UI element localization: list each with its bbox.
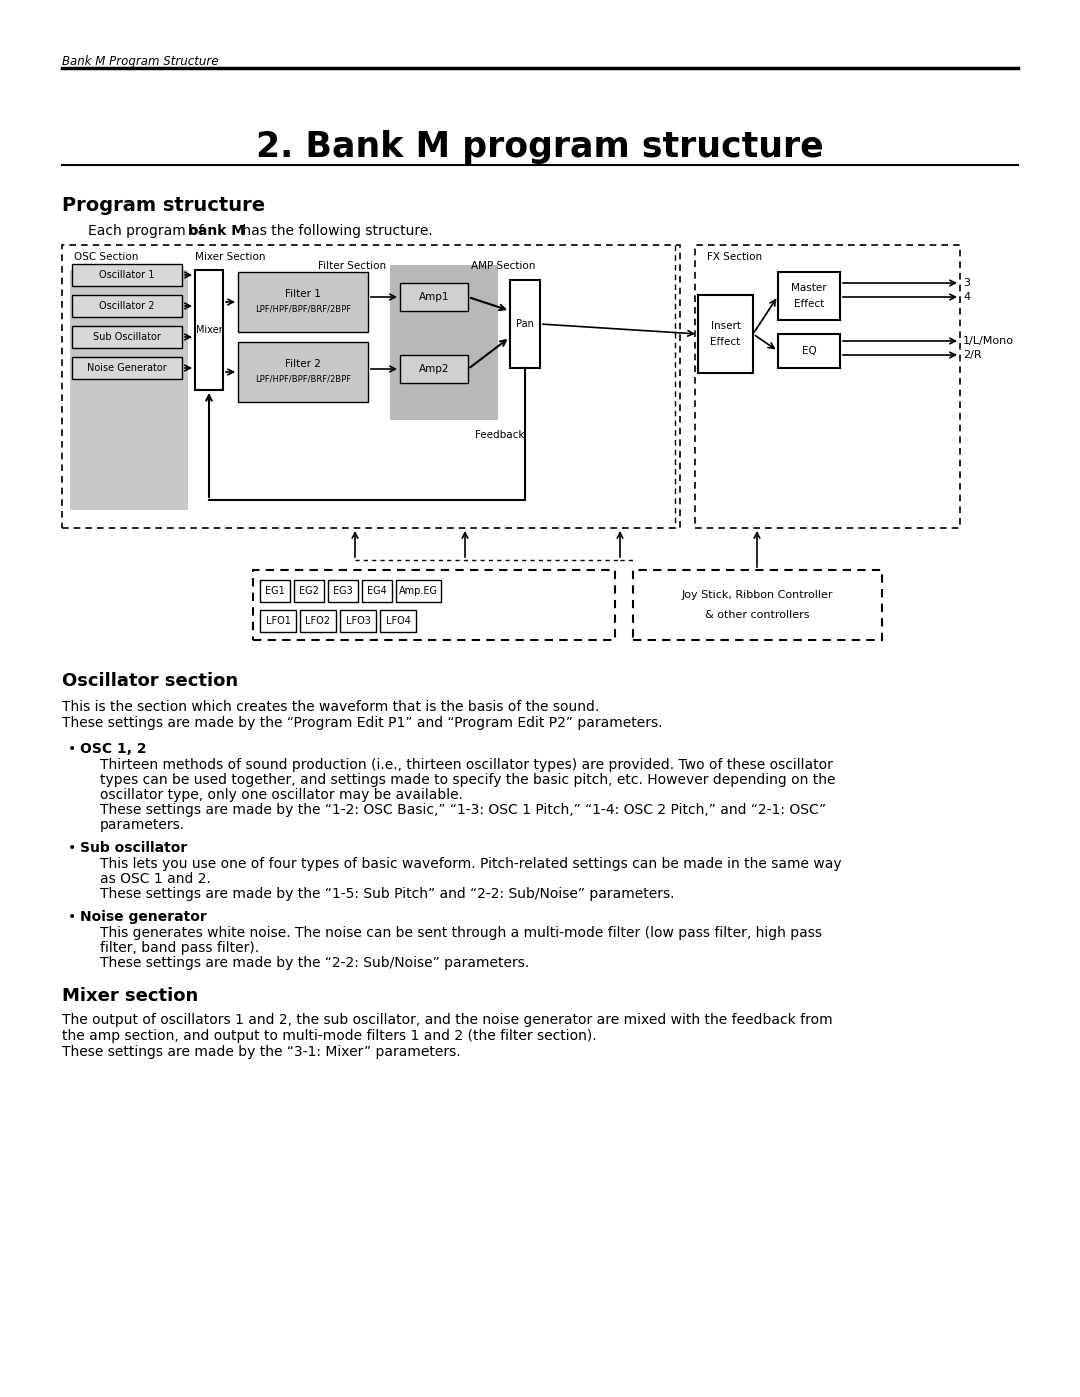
Text: Sub oscillator: Sub oscillator [80,841,187,855]
Text: filter, band pass filter).: filter, band pass filter). [100,942,259,956]
Text: These settings are made by the “2-2: Sub/Noise” parameters.: These settings are made by the “2-2: Sub… [100,956,529,970]
Text: Joy Stick, Ribbon Controller: Joy Stick, Ribbon Controller [681,590,834,599]
Text: Mixer section: Mixer section [62,988,199,1004]
Text: AMP Section: AMP Section [471,261,536,271]
Bar [72,358,183,379]
Text: Thirteen methods of sound production (i.e., thirteen oscillator types) are provi: Thirteen methods of sound production (i.… [100,759,833,773]
Text: oscillator type, only one oscillator may be available.: oscillator type, only one oscillator may… [100,788,463,802]
Bar [698,295,753,373]
Text: Noise generator: Noise generator [80,909,206,923]
Text: These settings are made by the “Program Edit P1” and “Program Edit P2” parameter: These settings are made by the “Program … [62,717,662,731]
Text: Amp.EG: Amp.EG [399,585,438,597]
Text: the amp section, and output to multi-mode filters 1 and 2 (the filter section).: the amp section, and output to multi-mod… [62,1030,596,1044]
Text: Mixer Section: Mixer Section [195,251,266,263]
Text: 2. Bank M program structure: 2. Bank M program structure [256,130,824,163]
Text: Bank M Program Structure: Bank M Program Structure [62,54,218,68]
Text: These settings are made by the “3-1: Mixer” parameters.: These settings are made by the “3-1: Mix… [62,1045,461,1059]
Text: OSC Section: OSC Section [75,251,138,263]
Bar [238,342,368,402]
Bar [396,580,441,602]
Text: Oscillator 2: Oscillator 2 [99,300,154,312]
Text: Each program of: Each program of [87,224,208,237]
Bar [390,265,498,420]
Bar [510,279,540,367]
Text: EG2: EG2 [299,585,319,597]
Text: Program structure: Program structure [62,196,265,215]
Bar [72,326,183,348]
Text: Noise Generator: Noise Generator [87,363,167,373]
Bar [195,270,222,390]
Bar [328,580,357,602]
Bar [253,570,615,640]
Bar [300,610,336,631]
Text: Filter Section: Filter Section [318,261,386,271]
Text: LFO4: LFO4 [386,616,410,626]
Text: Oscillator section: Oscillator section [62,672,238,690]
Bar [260,580,291,602]
Text: LPF/HPF/BPF/BRF/2BPF: LPF/HPF/BPF/BRF/2BPF [255,374,351,384]
Text: LFO1: LFO1 [266,616,291,626]
Bar [62,244,680,528]
Text: EQ: EQ [801,346,816,356]
Text: parameters.: parameters. [100,819,185,833]
Text: This is the section which creates the waveform that is the basis of the sound.: This is the section which creates the wa… [62,700,599,714]
Text: These settings are made by the “1-5: Sub Pitch” and “2-2: Sub/Noise” parameters.: These settings are made by the “1-5: Sub… [100,887,675,901]
Bar [380,610,416,631]
Text: Effect: Effect [711,337,741,346]
Bar [400,355,468,383]
Text: The output of oscillators 1 and 2, the sub oscillator, and the noise generator a: The output of oscillators 1 and 2, the s… [62,1013,833,1027]
Text: & other controllers: & other controllers [705,610,810,620]
Text: types can be used together, and settings made to specify the basic pitch, etc. H: types can be used together, and settings… [100,773,836,787]
Text: LFO3: LFO3 [346,616,370,626]
Text: Amp2: Amp2 [419,365,449,374]
Text: EG1: EG1 [265,585,285,597]
Text: Mixer: Mixer [195,326,222,335]
Bar [778,334,840,367]
Bar [633,570,882,640]
Text: OSC 1, 2: OSC 1, 2 [80,742,147,756]
Text: LPF/HPF/BPF/BRF/2BPF: LPF/HPF/BPF/BRF/2BPF [255,305,351,313]
Text: Sub Oscillator: Sub Oscillator [93,332,161,342]
Bar [362,580,392,602]
Text: •: • [68,841,77,855]
Bar [778,272,840,320]
Bar [72,295,183,317]
Text: Amp1: Amp1 [419,292,449,302]
Text: Filter 2: Filter 2 [285,359,321,369]
Text: bank M: bank M [188,224,245,237]
Bar [400,284,468,312]
Text: Pan: Pan [516,319,534,330]
Bar [696,244,960,528]
Bar [340,610,376,631]
Text: Filter 1: Filter 1 [285,289,321,299]
Text: Insert: Insert [711,321,741,331]
Text: Feedback: Feedback [475,430,525,440]
Bar [72,264,183,286]
Text: •: • [68,742,77,756]
Text: •: • [68,909,77,923]
Text: These settings are made by the “1-2: OSC Basic,” “1-3: OSC 1 Pitch,” “1-4: OSC 2: These settings are made by the “1-2: OSC… [100,803,826,817]
Text: LFO2: LFO2 [306,616,330,626]
Bar [238,272,368,332]
Text: EG3: EG3 [333,585,353,597]
Text: 3: 3 [963,278,970,288]
Text: FX Section: FX Section [707,251,762,263]
Text: EG4: EG4 [367,585,387,597]
Text: This lets you use one of four types of basic waveform. Pitch-related settings ca: This lets you use one of four types of b… [100,856,841,870]
Text: Oscillator 1: Oscillator 1 [99,270,154,279]
Text: 1/L/Mono: 1/L/Mono [963,337,1014,346]
Text: This generates white noise. The noise can be sent through a multi-mode filter (l: This generates white noise. The noise ca… [100,926,822,940]
Bar [294,580,324,602]
Bar [260,610,296,631]
Text: Effect: Effect [794,299,824,309]
Text: 4: 4 [963,292,970,302]
Text: has the following structure.: has the following structure. [238,224,433,237]
Text: as OSC 1 and 2.: as OSC 1 and 2. [100,872,211,886]
Text: 2/R: 2/R [963,351,982,360]
Text: Master: Master [792,284,827,293]
Bar [70,270,188,510]
